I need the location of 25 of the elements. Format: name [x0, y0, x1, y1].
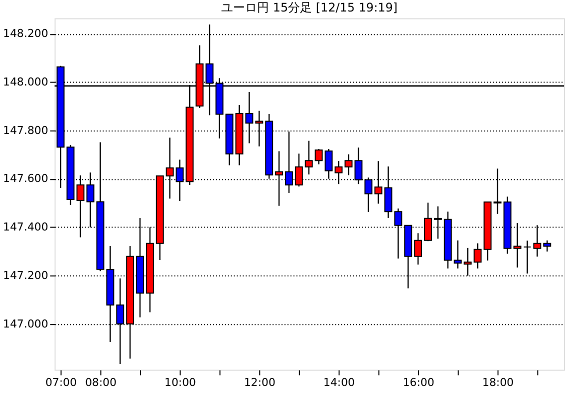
y-tick-label: 147.600	[3, 172, 48, 186]
y-tick-label: 147.400	[3, 220, 48, 234]
candlestick	[344, 154, 353, 176]
y-tick-label: 148.000	[3, 76, 48, 89]
candlestick	[523, 240, 532, 274]
candlestick	[304, 140, 313, 176]
x-tick-label: 18:00	[482, 376, 514, 390]
candlestick	[474, 242, 482, 270]
x-tick-label: 12:00	[244, 376, 276, 390]
y-tick-label: 147.800	[3, 124, 48, 137]
x-tick-label: 07:00	[45, 376, 77, 390]
candlestick	[314, 148, 323, 165]
y-tick-label: 148.200	[3, 27, 48, 40]
chart-title: ユーロ円 15分足 [12/15 19:19]	[221, 0, 398, 14]
candlestick	[275, 150, 284, 206]
x-tick-label: 08:00	[85, 376, 117, 390]
candlestick	[334, 160, 343, 185]
x-tick-label: 14:00	[323, 376, 355, 390]
candlestick	[543, 240, 552, 252]
y-tick-label: 147.200	[3, 268, 48, 282]
x-tick-label: 16:00	[402, 376, 434, 390]
candlestick	[513, 222, 522, 268]
y-tick-label: 147.000	[3, 317, 48, 330]
x-tick-label: 10:00	[164, 376, 196, 390]
candlestick	[414, 232, 422, 266]
